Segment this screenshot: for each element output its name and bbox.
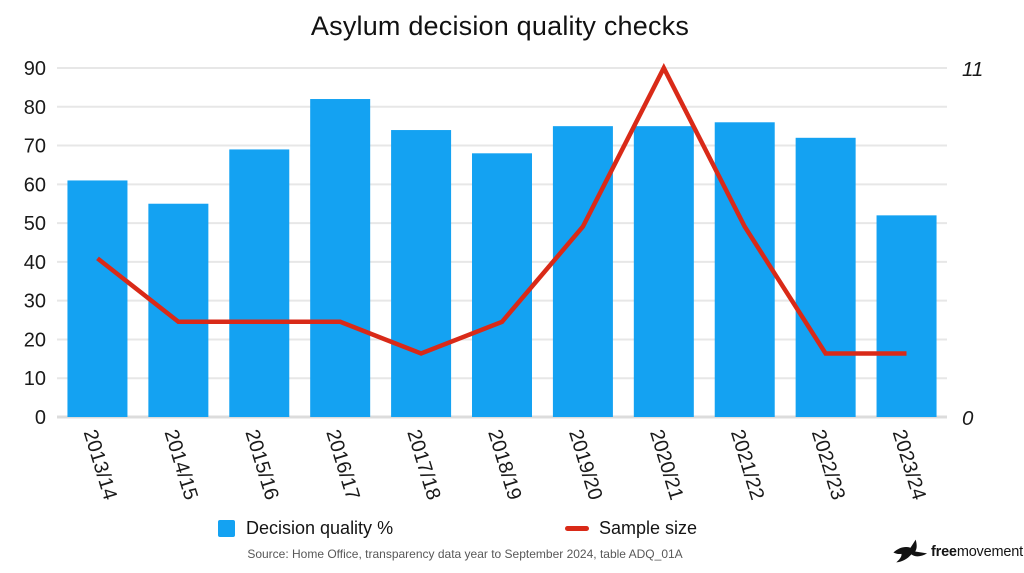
bar bbox=[472, 153, 532, 418]
x-axis-tick-label: 2022/23 bbox=[807, 427, 849, 503]
x-axis-tick-label: 2023/24 bbox=[888, 427, 930, 503]
y-axis-tick-label: 40 bbox=[24, 252, 46, 274]
bar bbox=[633, 126, 694, 418]
y-axis-tick-label: 50 bbox=[24, 213, 46, 235]
x-axis-tick-label: 2020/21 bbox=[645, 427, 687, 503]
bar bbox=[391, 130, 452, 418]
source-note: Source: Home Office, transparency data y… bbox=[247, 547, 683, 561]
right-axis-tick-label: 11 bbox=[962, 58, 983, 81]
logo-wordmark: freemovement bbox=[931, 544, 1023, 560]
x-axis-tick-label: 2021/22 bbox=[726, 427, 768, 503]
bar bbox=[795, 137, 856, 418]
x-axis-tick-label: 2015/16 bbox=[240, 427, 282, 503]
line-series-swatch-icon bbox=[565, 526, 589, 531]
y-axis-tick-label: 10 bbox=[24, 368, 46, 390]
y-axis-tick-label: 20 bbox=[24, 329, 46, 351]
x-axis-tick-label: 2014/15 bbox=[160, 427, 202, 503]
bar bbox=[229, 149, 290, 417]
logo-free: free bbox=[931, 543, 957, 560]
y-axis-tick-label: 80 bbox=[24, 97, 46, 119]
legend-label: Sample size bbox=[599, 518, 698, 538]
logo-movement: movement bbox=[956, 543, 1023, 560]
x-axis-tick-label: 2013/14 bbox=[79, 427, 121, 503]
right-axis-tick-label: 0 bbox=[962, 407, 974, 430]
x-axis-tick-label: 2016/17 bbox=[321, 427, 363, 503]
bar bbox=[67, 180, 128, 417]
bar bbox=[148, 203, 209, 417]
freemovement-logo: freemovement bbox=[892, 538, 1023, 565]
legend-item-sample-size: Sample size bbox=[565, 518, 697, 539]
y-axis-tick-label: 70 bbox=[24, 136, 46, 158]
x-axis-tick-label: 2017/18 bbox=[402, 427, 444, 503]
bar bbox=[876, 215, 937, 417]
chart-plot: 0 10 20 30 40 50 60 70 80 90 11 0 2013/14 2014/15 2015… bbox=[24, 58, 984, 503]
legend-item-decision-quality: Decision quality % bbox=[218, 518, 393, 539]
sample-size-line bbox=[96, 63, 907, 356]
x-axis-tick-label: 2018/19 bbox=[483, 427, 525, 503]
y-axis-tick-label: 0 bbox=[35, 407, 46, 429]
bar bbox=[714, 122, 775, 418]
y-axis-tick-label: 30 bbox=[24, 291, 46, 313]
chart-title: Asylum decision quality checks bbox=[310, 11, 690, 41]
y-axis-tick-label: 60 bbox=[24, 174, 46, 196]
x-axis-tick-label: 2019/20 bbox=[564, 427, 606, 503]
bar bbox=[552, 126, 613, 418]
bar bbox=[310, 99, 371, 418]
legend-label: Decision quality % bbox=[246, 518, 394, 538]
y-axis-tick-label: 90 bbox=[24, 58, 46, 80]
bird-icon bbox=[893, 539, 928, 563]
bar-series-swatch-icon bbox=[218, 520, 235, 537]
